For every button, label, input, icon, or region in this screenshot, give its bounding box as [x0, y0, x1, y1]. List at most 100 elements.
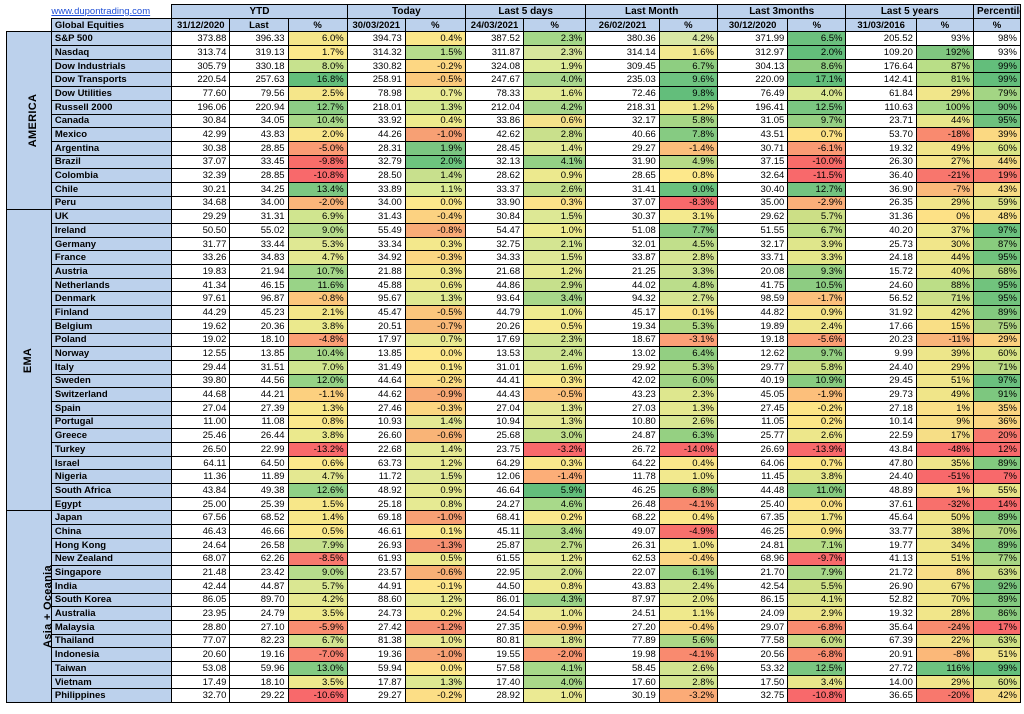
value-cell: 95.67 — [346, 291, 406, 307]
site-link[interactable]: www.dupontrading.com — [51, 5, 151, 17]
table-row: Asia + OceaniaJapan67.5668.521.4%69.18-1… — [6, 510, 1022, 704]
pct-cell: 0.1% — [404, 524, 466, 539]
value-cell: 86.01 — [464, 592, 525, 608]
index-name: Switzerland — [50, 387, 173, 402]
index-name: Japan — [50, 510, 173, 526]
index-name: Dow Utilities — [50, 86, 173, 101]
value-cell: 64.06 — [716, 455, 789, 471]
value-cell: 26.31 — [585, 537, 660, 553]
table-row: Mexico 42.99 43.83 2.0% 44.26 -1.0% 42.62 2.8% 4… — [7, 127, 1022, 142]
value-cell: 29.27 — [585, 140, 660, 156]
value-cell: 24.40 — [845, 469, 917, 485]
value-cell: 54.47 — [464, 223, 525, 238]
value-cell: 36.40 — [845, 168, 917, 183]
pct-cell: 3.8% — [287, 318, 348, 334]
pct-cell: -0.5% — [404, 305, 466, 320]
pct-cell: 2.7% — [523, 537, 587, 553]
value-cell: 20.36 — [229, 318, 289, 334]
value-cell: 45.47 — [346, 305, 406, 320]
pct-cell: -24% — [915, 619, 974, 635]
pct-cell: 1.4% — [287, 510, 348, 526]
sub-header-cell: % — [287, 17, 348, 33]
pct-cell: 6.1% — [658, 565, 718, 580]
value-cell: 33.45 — [229, 154, 289, 170]
value-cell: 20.91 — [845, 647, 917, 662]
value-cell: 44.86 — [464, 277, 525, 293]
pct-cell: 77% — [972, 551, 1022, 567]
pct-cell: -0.4% — [658, 619, 718, 635]
pct-cell: 4.9% — [658, 154, 718, 170]
pct-cell: 90% — [972, 99, 1022, 115]
value-cell: 89.70 — [229, 592, 289, 608]
value-cell: 13.85 — [346, 346, 406, 361]
pct-cell: 0.5% — [404, 551, 466, 567]
pct-cell: -0.1% — [404, 578, 466, 594]
pct-cell: 0.2% — [787, 414, 847, 430]
region-label-text: Asia + Oceania — [41, 565, 52, 649]
value-cell: 19.83 — [171, 264, 231, 279]
value-cell: 25.39 — [229, 496, 289, 512]
value-cell: 314.32 — [346, 45, 406, 60]
value-cell: 64.50 — [229, 455, 289, 471]
value-cell: 26.58 — [229, 537, 289, 553]
value-cell: 17.40 — [464, 674, 525, 690]
pct-cell: 0.0% — [404, 346, 466, 361]
table-row: Belgium 19.62 20.36 3.8% 20.51 -0.7% 20.26 0.5%… — [7, 318, 1022, 334]
table-row: Portugal 11.00 11.08 0.8% 10.93 1.4% 10.94 1.3%… — [7, 414, 1022, 430]
value-cell: 78.98 — [346, 86, 406, 101]
table-row: Netherlands 41.34 46.15 11.6% 45.88 0.6% 44.86… — [7, 277, 1022, 293]
pct-cell: -18% — [915, 127, 974, 142]
pct-cell: 20% — [972, 428, 1022, 443]
value-cell: 33.92 — [346, 113, 406, 129]
pct-cell: 89% — [972, 537, 1022, 553]
value-cell: 61.84 — [845, 86, 917, 101]
value-cell: 10.93 — [346, 414, 406, 430]
value-cell: 24.87 — [585, 428, 660, 443]
sub-header-cell: 30/03/2021 — [346, 17, 406, 33]
pct-cell: -11% — [915, 332, 974, 348]
value-cell: 50.50 — [171, 223, 231, 238]
pct-cell: -0.3% — [404, 250, 466, 266]
pct-cell: 1.9% — [404, 140, 466, 156]
value-cell: 11.00 — [171, 414, 231, 430]
pct-cell: 30% — [915, 236, 974, 252]
index-name: Mexico — [50, 127, 173, 142]
value-cell: 40.19 — [716, 373, 789, 389]
pct-cell: -0.6% — [404, 565, 466, 580]
pct-cell: 89% — [972, 455, 1022, 471]
pct-cell: -1.9% — [787, 387, 847, 402]
pct-cell: 87% — [915, 58, 974, 74]
pct-cell: 1.8% — [523, 633, 587, 649]
pct-cell: 4.7% — [287, 469, 348, 485]
value-cell: 41.13 — [845, 551, 917, 567]
value-cell: 19.36 — [346, 647, 406, 662]
sub-header-row: Global Equities 31/12/2020 Last% 30/03/2021… — [7, 17, 1022, 33]
pct-cell: 81% — [915, 72, 974, 88]
index-name: China — [50, 524, 173, 539]
pct-cell: 5.5% — [787, 578, 847, 594]
value-cell: 45.05 — [716, 387, 789, 402]
pct-cell: 4.2% — [287, 592, 348, 608]
value-cell: 25.46 — [171, 428, 231, 443]
value-cell: 31.90 — [585, 154, 660, 170]
pct-cell: 13.4% — [287, 181, 348, 197]
pct-cell: -0.5% — [404, 72, 466, 88]
index-name: Nasdaq — [50, 45, 173, 60]
pct-cell: -4.9% — [658, 524, 718, 539]
value-cell: 26.90 — [845, 578, 917, 594]
value-cell: 76.49 — [716, 86, 789, 101]
value-cell: 313.74 — [171, 45, 231, 60]
value-cell: 218.31 — [585, 99, 660, 115]
pct-cell: -8.5% — [287, 551, 348, 567]
pct-cell: 0.5% — [287, 524, 348, 539]
pct-cell: 91% — [972, 387, 1022, 402]
value-cell: 27.04 — [464, 400, 525, 416]
table-row: Colombia 32.39 28.85 -10.8% 28.50 1.4% 28.62 0.… — [7, 168, 1022, 183]
pct-cell: 49% — [915, 387, 974, 402]
value-cell: 32.01 — [585, 236, 660, 252]
value-cell: 22.07 — [585, 565, 660, 580]
pct-cell: 19% — [972, 168, 1022, 183]
pct-cell: 11.6% — [287, 277, 348, 293]
pct-cell: 2.1% — [523, 236, 587, 252]
value-cell: 35.64 — [845, 619, 917, 635]
